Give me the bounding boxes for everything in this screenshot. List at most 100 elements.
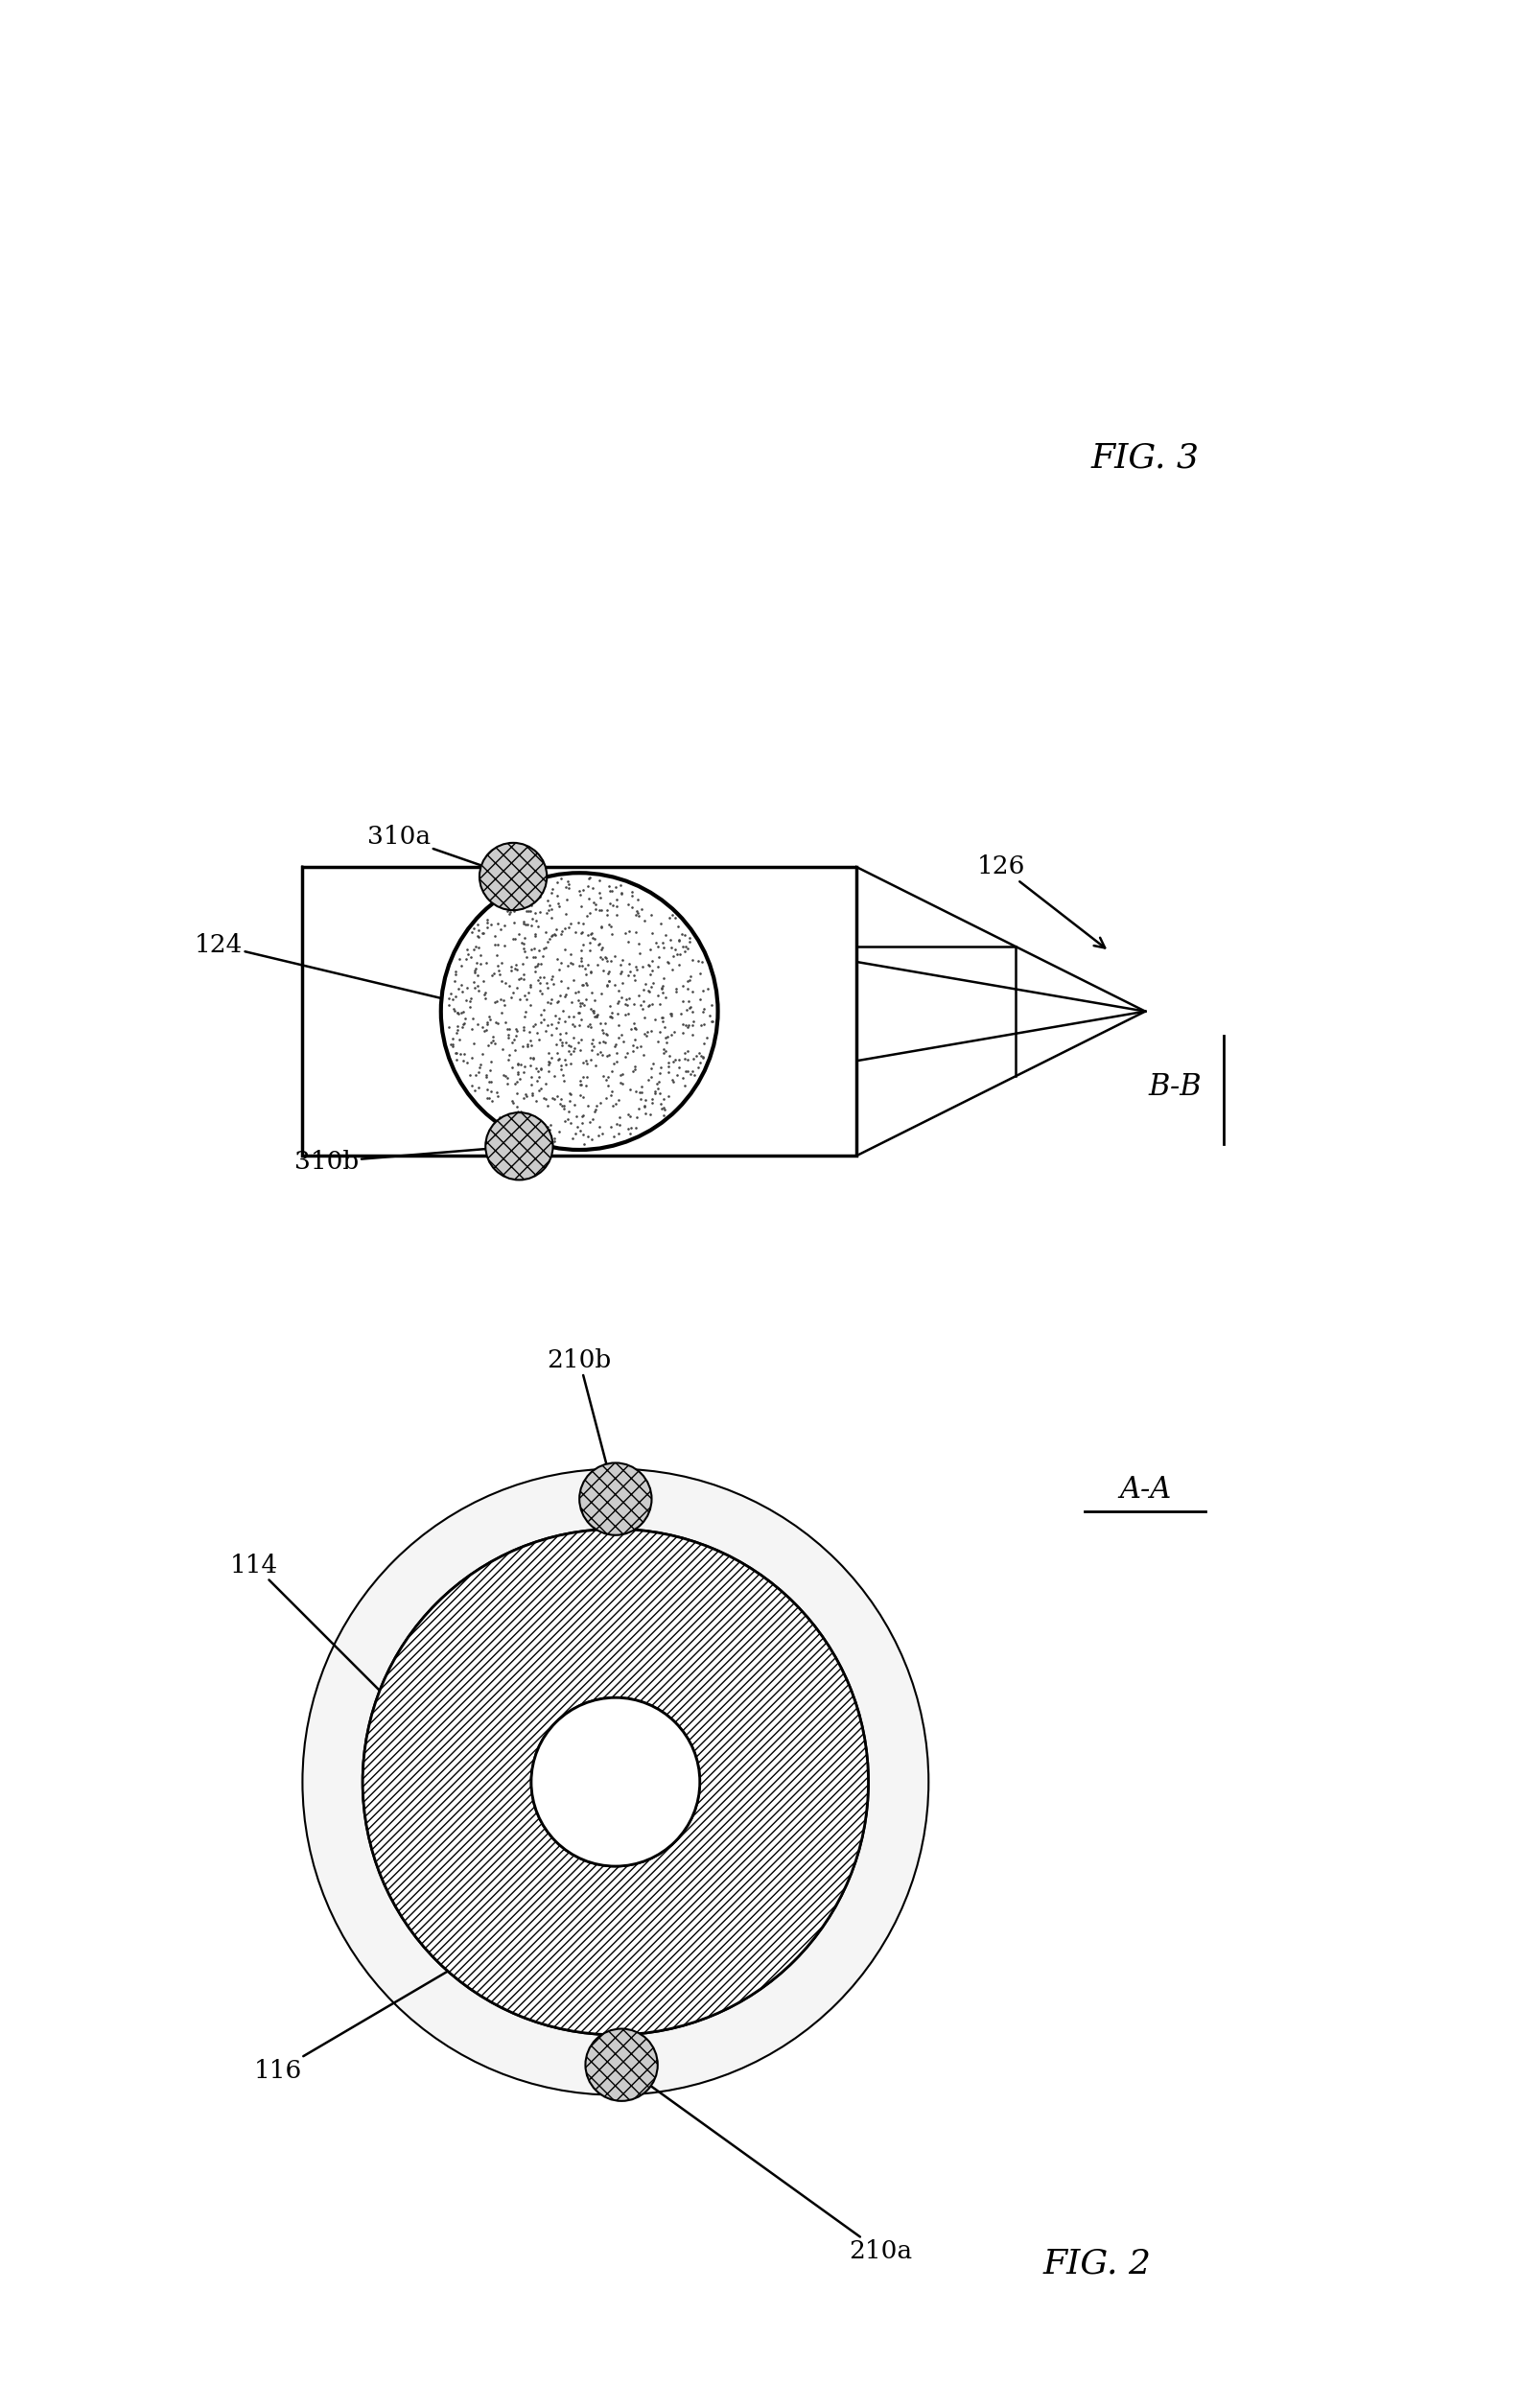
Point bbox=[638, 929, 663, 968]
Circle shape bbox=[302, 1469, 929, 2095]
Point bbox=[509, 1045, 534, 1084]
Text: 114: 114 bbox=[230, 1553, 395, 1705]
Point bbox=[689, 1035, 713, 1074]
Point bbox=[587, 925, 611, 963]
Point bbox=[500, 1047, 524, 1086]
Point bbox=[526, 1108, 550, 1146]
Point bbox=[663, 929, 687, 968]
Point bbox=[578, 954, 602, 992]
Point bbox=[660, 896, 684, 934]
Point bbox=[673, 1040, 698, 1079]
Point bbox=[570, 985, 594, 1023]
Point bbox=[664, 970, 689, 1009]
Point bbox=[532, 929, 556, 968]
Point bbox=[575, 915, 599, 954]
Point bbox=[625, 1028, 649, 1067]
Point bbox=[524, 1081, 549, 1120]
Point bbox=[465, 956, 489, 995]
Point bbox=[471, 975, 496, 1014]
Point bbox=[640, 1084, 664, 1122]
Point bbox=[518, 966, 543, 1004]
Point bbox=[631, 990, 655, 1028]
Point bbox=[535, 1086, 559, 1125]
Point bbox=[555, 879, 579, 917]
Point bbox=[534, 1011, 558, 1050]
Point bbox=[675, 1052, 699, 1091]
Point bbox=[499, 951, 523, 990]
Point bbox=[461, 1067, 485, 1105]
Point bbox=[451, 992, 476, 1031]
Point bbox=[534, 1079, 558, 1117]
Point bbox=[540, 1016, 564, 1055]
Point bbox=[582, 997, 606, 1035]
Point bbox=[486, 925, 511, 963]
Point bbox=[447, 995, 471, 1033]
Point bbox=[524, 1062, 549, 1100]
Point bbox=[687, 1033, 711, 1072]
Point bbox=[591, 951, 616, 990]
Point bbox=[517, 973, 541, 1011]
Point bbox=[603, 937, 628, 975]
Point bbox=[505, 1062, 529, 1100]
Point bbox=[561, 997, 585, 1035]
Point bbox=[582, 1026, 606, 1064]
Point bbox=[502, 891, 526, 929]
Point bbox=[489, 1100, 514, 1139]
Point bbox=[511, 925, 535, 963]
Point bbox=[514, 1074, 538, 1112]
Point bbox=[524, 901, 549, 939]
Point bbox=[568, 1112, 593, 1151]
Point bbox=[544, 862, 568, 901]
Point bbox=[523, 929, 547, 968]
Point bbox=[518, 1057, 543, 1096]
Point bbox=[512, 992, 537, 1031]
Point bbox=[464, 1072, 488, 1110]
Point bbox=[579, 1040, 603, 1079]
Point bbox=[515, 905, 540, 944]
Point bbox=[678, 1055, 702, 1093]
Point bbox=[523, 954, 547, 992]
Point bbox=[518, 1098, 543, 1137]
Point bbox=[508, 980, 532, 1019]
Point bbox=[603, 1084, 628, 1122]
Point bbox=[540, 1004, 564, 1043]
Point bbox=[556, 869, 581, 908]
Point bbox=[480, 1021, 505, 1060]
Point bbox=[568, 886, 593, 925]
Point bbox=[698, 997, 722, 1035]
Point bbox=[606, 970, 631, 1009]
Point bbox=[658, 1035, 682, 1074]
Point bbox=[678, 956, 702, 995]
Point bbox=[625, 1098, 649, 1137]
Point bbox=[663, 1040, 687, 1079]
Point bbox=[590, 939, 614, 978]
Point bbox=[638, 1011, 663, 1050]
Point bbox=[505, 1093, 529, 1132]
Point bbox=[600, 886, 625, 925]
Point bbox=[535, 881, 559, 920]
Point bbox=[622, 1004, 646, 1043]
Point bbox=[599, 1108, 623, 1146]
Point bbox=[445, 992, 470, 1031]
Point bbox=[555, 946, 579, 985]
Point bbox=[602, 1117, 626, 1156]
Point bbox=[512, 961, 537, 999]
Point bbox=[537, 891, 561, 929]
Point bbox=[634, 963, 658, 1002]
Point bbox=[640, 1057, 664, 1096]
Point bbox=[597, 867, 622, 905]
Point bbox=[631, 1035, 655, 1074]
Point bbox=[655, 1016, 679, 1055]
Point bbox=[489, 961, 514, 999]
Point bbox=[473, 980, 497, 1019]
Point bbox=[614, 913, 638, 951]
Point bbox=[474, 1055, 499, 1093]
Point bbox=[652, 1088, 676, 1127]
Point bbox=[651, 999, 675, 1038]
Point bbox=[462, 951, 486, 990]
Point bbox=[467, 1052, 491, 1091]
Point bbox=[537, 1043, 561, 1081]
Point bbox=[652, 1096, 676, 1134]
Point bbox=[608, 954, 632, 992]
Point bbox=[620, 872, 644, 910]
